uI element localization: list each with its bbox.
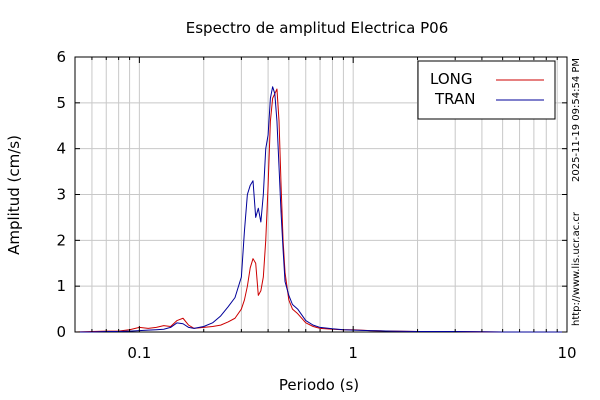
x-tick-label: 1 — [348, 344, 358, 362]
axis-ticks: 0 1 2 3 4 5 6 0.1 1 10 — [56, 48, 576, 362]
timestamp-annotation: 2025-11-19 09:54:54 PM — [571, 58, 582, 182]
y-axis-label: Amplitud (cm/s) — [5, 135, 23, 255]
legend-label-tran: TRAN — [434, 90, 475, 108]
y-tick-label: 5 — [56, 94, 66, 112]
y-tick-label: 4 — [56, 140, 66, 158]
x-axis-label: Periodo (s) — [279, 376, 359, 394]
chart-title: Espectro de amplitud Electrica P06 — [186, 19, 449, 37]
y-tick-label: 2 — [56, 231, 66, 249]
legend-box — [417, 60, 556, 120]
series-layer — [74, 86, 567, 333]
x-tick-label: 10 — [557, 344, 576, 362]
url-annotation: http://www.lis.ucr.ac.cr — [571, 211, 582, 326]
y-tick-label: 0 — [56, 323, 66, 341]
legend-label-long: LONG — [430, 70, 472, 88]
series-line-long — [74, 88, 567, 333]
legend: LONG TRAN — [417, 60, 556, 120]
y-tick-label: 1 — [56, 277, 66, 295]
y-tick-label: 3 — [56, 186, 66, 204]
y-tick-label: 6 — [56, 48, 66, 66]
x-tick-label: 0.1 — [127, 344, 151, 362]
series-line-tran — [75, 86, 567, 333]
